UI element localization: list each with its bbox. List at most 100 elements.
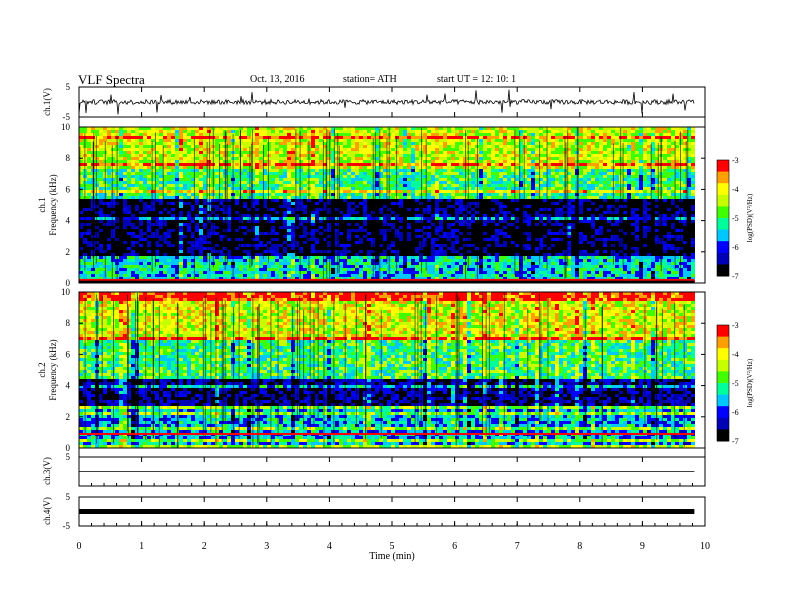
spectrogram-cell [363, 205, 367, 208]
spectrogram-cell [591, 202, 595, 205]
spectrogram-cell [191, 133, 195, 136]
spectrogram-cell [539, 163, 543, 166]
spectrogram-cell [251, 196, 255, 199]
spectrogram-cell [455, 208, 459, 211]
spectrogram-cell [151, 145, 155, 148]
spectrogram-cell [407, 142, 411, 145]
spectrogram-cell [287, 199, 291, 202]
spectrogram-cell [139, 202, 143, 205]
spectrogram-cell [515, 217, 519, 220]
spectrogram-cell [287, 205, 291, 208]
spectrogram-cell [459, 145, 463, 148]
spectrogram-cell [251, 208, 255, 211]
spectrogram-cell [311, 178, 315, 181]
spectrogram-cell [363, 202, 367, 205]
spectrogram-cell [675, 193, 679, 196]
spectrogram-cell [191, 193, 195, 196]
spectrogram-cell [319, 166, 323, 169]
spectrogram-cell [311, 145, 315, 148]
spectrogram-cell [407, 136, 411, 139]
spectrogram-cell [643, 142, 647, 145]
spectrogram-cell [215, 208, 219, 211]
spectrogram-cell [243, 199, 247, 202]
spectrogram-cell [623, 127, 627, 130]
spectrogram-cell [379, 160, 383, 163]
spectrogram-cell [479, 184, 483, 187]
spectrogram-cell [595, 214, 599, 217]
spectrogram-cell [159, 202, 163, 205]
spectrogram-cell [511, 130, 515, 133]
spectrogram-cell [131, 202, 135, 205]
spectrogram-cell [279, 184, 283, 187]
spectrogram-cell [187, 142, 191, 145]
spectrogram-cell [183, 202, 187, 205]
spectrogram-cell [491, 184, 495, 187]
spectrogram-cell [543, 199, 547, 202]
spectrogram-cell [119, 145, 123, 148]
spectrogram-cell [463, 157, 467, 160]
spectrogram-cell [191, 217, 195, 220]
spectrogram-cell [347, 127, 351, 130]
spectrogram-cell [119, 166, 123, 169]
spectrogram-cell [499, 211, 503, 214]
spectrogram-cell [447, 172, 451, 175]
spectrogram-cell [367, 217, 371, 220]
spectrogram-cell [379, 157, 383, 160]
spectrogram-cell [359, 166, 363, 169]
spectrogram-cell [267, 205, 271, 208]
spectrogram-cell [467, 178, 471, 181]
spectrogram-cell [507, 148, 511, 151]
spectrogram-cell [263, 211, 267, 214]
spectrogram-cell [547, 145, 551, 148]
spectrogram-cell [527, 154, 531, 157]
spectrogram-cell [543, 172, 547, 175]
spectrogram-cell [367, 160, 371, 163]
spectrogram-cell [615, 151, 619, 154]
spectrogram-cell [663, 145, 667, 148]
spectrogram-cell [647, 184, 651, 187]
spectrogram-cell [375, 181, 379, 184]
spectrogram-cell [123, 148, 127, 151]
spectrogram-cell [623, 211, 627, 214]
spectrogram-cell [435, 130, 439, 133]
spectrogram-cell [163, 181, 167, 184]
spectrogram-cell [607, 151, 611, 154]
spectrogram-cell [687, 157, 691, 160]
spectrogram-cell [111, 139, 115, 142]
spectrogram-cell [127, 169, 131, 172]
spectrogram-cell [251, 214, 255, 217]
spectrogram-cell [599, 157, 603, 160]
spectrogram-cell [447, 163, 451, 166]
spectrogram-cell [639, 163, 643, 166]
spectrogram-cell [547, 220, 551, 223]
spectrogram-cell [79, 187, 83, 190]
spectrogram-cell [79, 133, 83, 136]
spectrogram-cell [443, 157, 447, 160]
spectrogram-cell [431, 148, 435, 151]
spectrogram-cell [291, 199, 295, 202]
spectrogram-cell [139, 130, 143, 133]
spectrogram-cell [151, 187, 155, 190]
spectrogram-cell [287, 214, 291, 217]
spectrogram-cell [283, 139, 287, 142]
spectrogram-cell [687, 196, 691, 199]
spectrogram-cell [643, 211, 647, 214]
spectrogram-cell [503, 193, 507, 196]
spectrogram-cell [463, 172, 467, 175]
spectrogram-cell [615, 175, 619, 178]
spectrogram-cell [255, 166, 259, 169]
spectrogram-cell [447, 136, 451, 139]
spectrogram-cell [435, 136, 439, 139]
spectrogram-cell [487, 166, 491, 169]
spectrogram-cell [571, 157, 575, 160]
spectrogram-cell [319, 157, 323, 160]
spectrogram-cell [539, 190, 543, 193]
spectrogram-cell [227, 163, 231, 166]
spectrogram-cell [383, 175, 387, 178]
spectrogram-cell [127, 166, 131, 169]
spectrogram-cell [423, 148, 427, 151]
spectrogram-cell [491, 172, 495, 175]
spectrogram-cell [367, 169, 371, 172]
spectrogram-cell [107, 148, 111, 151]
spectrogram-cell [355, 211, 359, 214]
